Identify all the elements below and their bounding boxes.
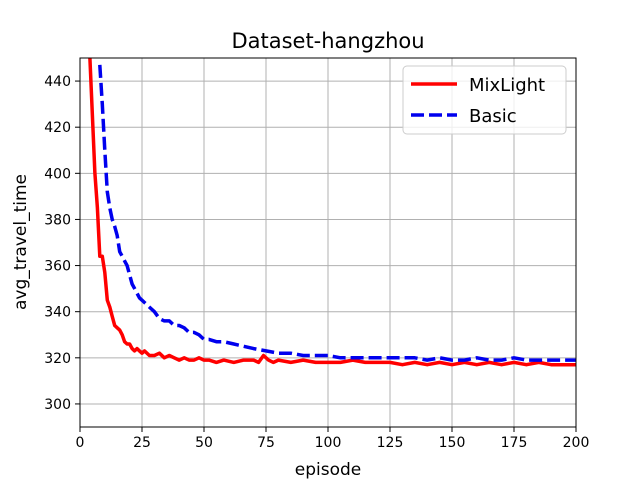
y-tick-label: 320 [44, 351, 71, 367]
x-tick-label: 0 [76, 435, 85, 451]
series-line-basic [98, 64, 576, 362]
y-tick-label: 380 [44, 212, 71, 228]
x-tick-label: 125 [377, 435, 404, 451]
legend: MixLight Basic [402, 65, 567, 135]
x-tick-label: 150 [439, 435, 466, 451]
x-tick-label: 100 [315, 435, 342, 451]
legend-label-basic: Basic [469, 106, 517, 127]
chart-title: Dataset-hangzhou [231, 29, 424, 53]
x-axis-title: episode [295, 460, 361, 480]
y-tick-label: 360 [44, 259, 71, 275]
x-tick-label: 75 [257, 435, 275, 451]
x-tick-label: 50 [195, 435, 213, 451]
y-tick-label: 400 [44, 166, 71, 182]
x-tick-label: 200 [563, 435, 590, 451]
axis-ticks: 0 25 50 75 100 125 150 175 200 300 320 340 360 380 400… [44, 74, 589, 451]
legend-label-mixlight: MixLight [469, 75, 545, 96]
series-line-mixlight [88, 58, 576, 367]
y-axis-title: avg_travel_time [11, 174, 31, 310]
y-tick-label: 340 [44, 305, 71, 321]
x-tick-label: 175 [501, 435, 528, 451]
y-tick-label: 440 [44, 74, 71, 90]
x-tick-label: 25 [133, 435, 151, 451]
y-tick-label: 420 [44, 120, 71, 136]
series-layer [88, 58, 576, 367]
y-tick-label: 300 [44, 397, 71, 413]
